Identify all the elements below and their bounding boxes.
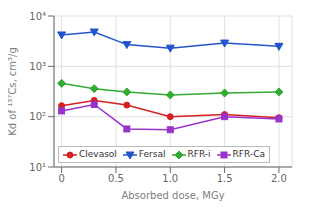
svg-text:10²: 10² xyxy=(29,111,46,122)
svg-text:2.0: 2.0 xyxy=(271,173,287,184)
svg-text:0: 0 xyxy=(58,173,64,184)
svg-text:Absorbed dose, MGy: Absorbed dose, MGy xyxy=(121,190,224,201)
svg-text:1.5: 1.5 xyxy=(217,173,233,184)
html-text:RFR-Ca: RFR-Ca xyxy=(232,149,265,159)
svg-text:1.0: 1.0 xyxy=(162,173,178,184)
html-text:RFR-i: RFR-i xyxy=(187,149,211,159)
svg-text:0.5: 0.5 xyxy=(108,173,124,184)
svg-text:10¹: 10¹ xyxy=(29,162,46,173)
html-text:Fersal: Fersal xyxy=(138,149,166,159)
svg-text:10⁴: 10⁴ xyxy=(29,11,46,22)
svg-text:Kd of ¹³⁷Cs, cm³/g: Kd of ¹³⁷Cs, cm³/g xyxy=(8,47,18,135)
svg-text:10³: 10³ xyxy=(29,61,46,72)
html-text:Clevasol: Clevasol xyxy=(79,149,117,159)
